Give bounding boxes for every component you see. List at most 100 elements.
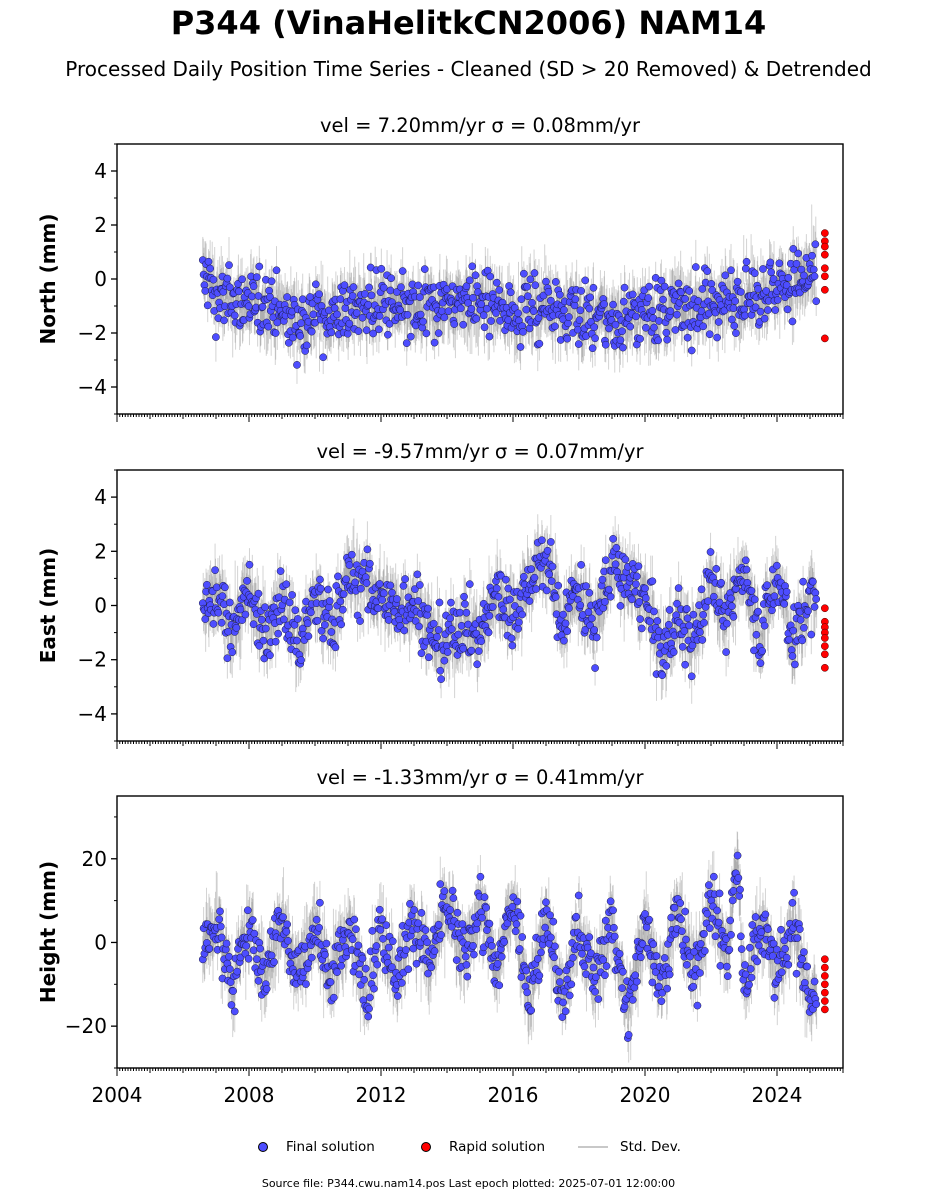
final-point	[671, 326, 680, 334]
final-point	[606, 592, 615, 601]
final-point	[531, 281, 540, 290]
final-point	[309, 310, 318, 319]
final-point	[766, 258, 775, 267]
final-point	[440, 313, 449, 322]
final-point	[365, 283, 373, 292]
final-point	[788, 317, 797, 326]
final-point	[393, 595, 401, 603]
final-point	[729, 613, 738, 621]
final-point	[590, 323, 599, 332]
final-point	[363, 545, 372, 554]
final-point	[479, 311, 488, 320]
final-point	[364, 300, 373, 309]
final-point	[320, 621, 329, 629]
ytick-label: 0	[94, 267, 107, 291]
final-point	[628, 595, 636, 604]
final-point	[457, 621, 466, 630]
final-point	[356, 617, 364, 625]
final-point	[249, 282, 258, 291]
final-point	[254, 589, 263, 598]
final-point	[729, 304, 738, 313]
final-point	[255, 641, 264, 650]
final-point	[214, 608, 223, 617]
final-point	[354, 327, 363, 335]
final-point	[340, 281, 349, 289]
final-point	[307, 327, 316, 336]
final-point	[375, 325, 383, 334]
final-point	[708, 286, 717, 295]
final-point	[687, 346, 696, 355]
final-point	[756, 307, 765, 316]
final-point	[374, 604, 382, 613]
final-point	[469, 293, 477, 302]
final-point	[212, 333, 220, 341]
final-point	[241, 610, 250, 619]
final-point	[519, 327, 527, 336]
final-point	[699, 322, 708, 331]
final-point	[336, 597, 345, 606]
final-point	[284, 338, 293, 347]
final-point	[266, 651, 274, 660]
final-point	[756, 659, 765, 668]
rapid-point	[821, 634, 829, 642]
final-point	[345, 319, 354, 328]
final-point	[750, 646, 758, 655]
final-point	[559, 610, 567, 619]
final-point	[605, 585, 613, 594]
final-point	[446, 614, 454, 623]
final-point	[611, 320, 620, 329]
final-point	[276, 567, 285, 575]
final-point	[592, 633, 601, 642]
final-point	[465, 580, 474, 588]
final-point	[317, 626, 326, 635]
final-point	[236, 605, 245, 614]
final-point	[796, 616, 805, 624]
final-point	[327, 628, 336, 636]
final-point	[669, 648, 678, 657]
final-point	[362, 326, 371, 335]
final-point	[751, 303, 760, 312]
final-point	[660, 282, 669, 291]
final-point	[488, 603, 497, 611]
final-point	[798, 636, 807, 645]
final-point	[605, 324, 613, 333]
final-point	[515, 618, 523, 627]
rapid-point	[821, 642, 829, 651]
final-point	[437, 675, 445, 683]
rapid-point	[821, 334, 829, 343]
final-point	[598, 575, 607, 584]
panel-north: −4 −2 0 2 4 vel = 7.20mm/yr σ = 0.08mm/yr Nort…	[36, 114, 844, 422]
final-point	[505, 282, 513, 290]
final-point	[601, 556, 610, 565]
final-point	[563, 627, 572, 636]
final-point	[730, 322, 739, 330]
final-point	[266, 293, 274, 301]
final-point	[414, 281, 423, 290]
ytick-label: 0	[94, 594, 107, 618]
final-point	[689, 610, 698, 619]
final-point	[771, 306, 780, 314]
final-point	[217, 618, 226, 627]
final-point	[657, 276, 666, 285]
ytick-label: 2	[94, 539, 107, 563]
final-point	[581, 625, 590, 634]
final-point	[680, 627, 689, 635]
final-point	[800, 271, 808, 280]
final-point	[254, 292, 263, 300]
final-series	[198, 534, 821, 683]
final-point	[519, 572, 528, 581]
ylabel: North (mm)	[36, 213, 60, 344]
rapid-point	[821, 242, 829, 251]
final-point	[386, 581, 395, 590]
final-point	[209, 275, 218, 284]
final-point	[518, 610, 527, 619]
final-point	[648, 577, 657, 586]
final-point	[471, 271, 480, 280]
final-point	[609, 534, 617, 543]
final-point	[419, 317, 427, 326]
final-point	[760, 314, 769, 323]
plot-area	[198, 514, 829, 704]
final-point	[341, 304, 350, 313]
final-point	[413, 570, 422, 579]
final-point	[648, 306, 657, 315]
